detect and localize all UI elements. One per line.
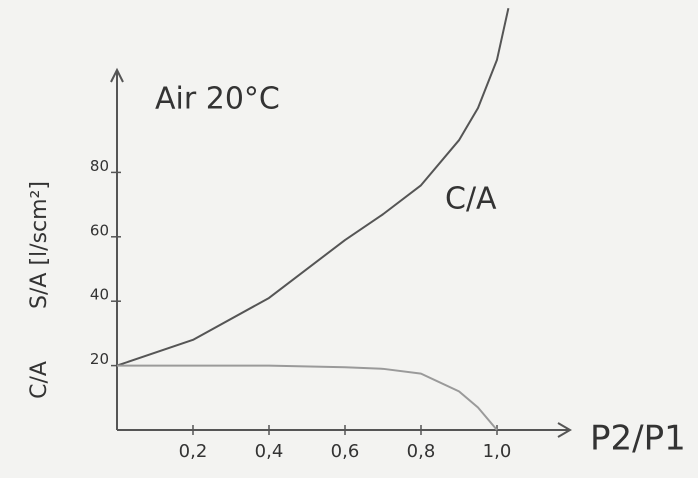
y-tick-label: 80 [90, 157, 109, 175]
y-axis-label: S/A [l/scm²] [27, 181, 52, 309]
x-tick-label: 0,4 [255, 441, 284, 462]
x-tick-label: 0,6 [331, 441, 360, 462]
y-tick-label: 20 [90, 350, 109, 368]
x-axis-label: P2/P1 [590, 419, 686, 459]
x-tick-label: 0,2 [179, 441, 208, 462]
chart-title: Air 20°C [155, 82, 280, 117]
x-tick-label: 1,0 [483, 441, 512, 462]
y-tick-label: 60 [90, 221, 109, 239]
page: Air 20°C P2/P1 S/A [l/scm²] C/A 0,2 0,4 0,… [0, 0, 698, 478]
y-tick-label: 40 [90, 286, 109, 304]
y-axis-label: C/A [27, 361, 52, 399]
series-label: C/A [445, 182, 497, 217]
x-tick-label: 0,8 [407, 441, 436, 462]
chart: Air 20°C P2/P1 S/A [l/scm²] C/A 0,2 0,4 0,… [0, 0, 698, 478]
